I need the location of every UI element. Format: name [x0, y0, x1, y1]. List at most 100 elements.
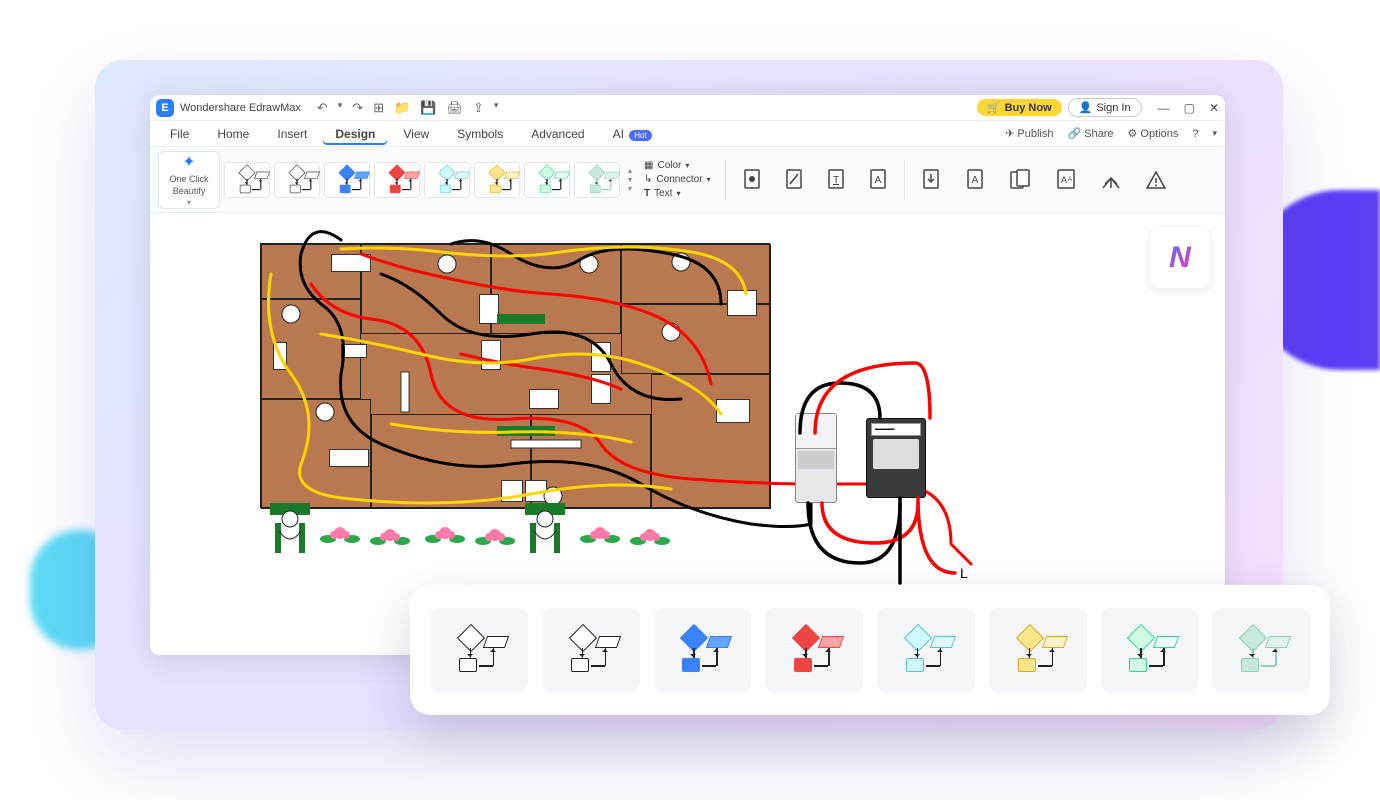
- help-button[interactable]: ?: [1192, 127, 1198, 140]
- ribbon-theme-cyan[interactable]: [424, 162, 470, 198]
- color-dropdown[interactable]: ▦ Color ▾: [644, 160, 711, 171]
- ribbon-design: ✦ One Click Beautify ▾ ▴▾▾ ▦ Color ▾ ↳ C…: [150, 147, 1225, 213]
- strip-theme-red[interactable]: [765, 608, 863, 692]
- strip-theme-mint[interactable]: [1212, 608, 1310, 692]
- flower-icon: [425, 521, 465, 547]
- ai-hot-badge: Hot: [629, 130, 651, 141]
- sparkle-icon: ✦: [182, 152, 195, 172]
- menu-insert[interactable]: Insert: [265, 123, 319, 145]
- ribbon-theme-light[interactable]: [274, 162, 320, 198]
- ribbon-theme-gallery: [224, 162, 620, 198]
- sign-in-button[interactable]: 👤 Sign In: [1068, 98, 1142, 117]
- window-controls: — ▢ ✕: [1158, 101, 1219, 115]
- ribbon-theme-red[interactable]: [374, 162, 420, 198]
- cart-icon: 🛒: [987, 101, 1001, 114]
- share-button[interactable]: 🔗Share: [1067, 127, 1113, 140]
- strip-theme-yellow[interactable]: [989, 608, 1087, 692]
- theme-gallery-spinner[interactable]: ▴▾▾: [624, 166, 636, 193]
- menu-home[interactable]: Home: [205, 123, 261, 145]
- menubar: File Home Insert Design View Symbols Adv…: [150, 121, 1225, 147]
- chevron-down-icon: ▾: [187, 198, 191, 207]
- svg-text:A: A: [1068, 177, 1072, 183]
- svg-text:A: A: [874, 175, 881, 186]
- connector-dropdown[interactable]: ↳ Connector▾: [644, 174, 711, 185]
- buy-label: Buy Now: [1005, 102, 1052, 114]
- menu-advanced[interactable]: Advanced: [519, 123, 596, 145]
- menu-file[interactable]: File: [158, 123, 201, 145]
- ribbon-export-tools: A AA: [915, 168, 1173, 192]
- font-small-icon[interactable]: AA: [1055, 168, 1077, 192]
- minimize-button[interactable]: —: [1158, 101, 1170, 115]
- undo-icon[interactable]: ↶: [317, 100, 328, 116]
- ribbon-theme-default[interactable]: [224, 162, 270, 198]
- watermark-badge: N: [1149, 227, 1211, 289]
- open-icon[interactable]: 📁: [394, 100, 410, 116]
- meter-wires: L: [750, 343, 980, 603]
- page-color-icon[interactable]: [742, 168, 762, 192]
- svg-text:A: A: [1061, 175, 1067, 185]
- quick-access-toolbar: ↶ ▾ ↷ ⊞ 📁 💾 🖨 ⇪ ▾: [317, 100, 499, 116]
- app-window: E Wondershare EdrawMax ↶ ▾ ↷ ⊞ 📁 💾 🖨 ⇪ ▾…: [150, 95, 1225, 655]
- svg-text:A: A: [971, 175, 978, 186]
- theme-strip-panel: [410, 585, 1330, 715]
- gear-icon: ⚙: [1128, 127, 1138, 140]
- ribbon-theme-yellow[interactable]: [474, 162, 520, 198]
- close-button[interactable]: ✕: [1209, 101, 1219, 115]
- share-icon: 🔗: [1067, 127, 1081, 140]
- lamp-stand: [265, 503, 315, 553]
- signin-label: Sign In: [1096, 102, 1130, 114]
- ribbon-theme-mint[interactable]: [574, 162, 620, 198]
- menu-design[interactable]: Design: [323, 123, 387, 145]
- new-icon[interactable]: ⊞: [373, 100, 384, 116]
- menu-view[interactable]: View: [391, 123, 441, 145]
- ribbon-format-options: ▦ Color ▾ ↳ Connector▾ T Text ▾: [640, 160, 715, 199]
- app-title: Wondershare EdrawMax: [180, 102, 301, 114]
- user-icon: 👤: [1079, 101, 1093, 114]
- ribbon-theme-blue[interactable]: [324, 162, 370, 198]
- publish-button[interactable]: ✈Publish: [1005, 127, 1053, 140]
- page-font-icon[interactable]: A: [868, 168, 888, 192]
- tree-up-icon[interactable]: [1099, 168, 1123, 192]
- menu-ai[interactable]: AI Hot: [601, 123, 664, 145]
- text-dropdown[interactable]: T Text ▾: [644, 188, 711, 199]
- lamp-stand: [520, 503, 570, 553]
- export-icon[interactable]: ⇪: [473, 100, 484, 116]
- strip-theme-green[interactable]: [1101, 608, 1199, 692]
- ribbon-theme-green[interactable]: [524, 162, 570, 198]
- page-watermark-icon[interactable]: [784, 168, 804, 192]
- svg-text:T: T: [833, 175, 839, 186]
- flower-icon: [475, 523, 515, 549]
- redo-icon[interactable]: ↷: [352, 100, 363, 116]
- export-page-icon[interactable]: [921, 168, 943, 192]
- strip-theme-blue[interactable]: [654, 608, 752, 692]
- buy-now-button[interactable]: 🛒 Buy Now: [977, 99, 1062, 116]
- flower-icon: [630, 523, 670, 549]
- menu-symbols[interactable]: Symbols: [445, 123, 515, 145]
- font-page-icon[interactable]: A: [965, 168, 987, 192]
- flower-icon: [370, 523, 410, 549]
- warning-icon[interactable]: [1145, 168, 1167, 192]
- save-icon[interactable]: 💾: [420, 100, 436, 116]
- strip-theme-cyan[interactable]: [877, 608, 975, 692]
- more-dropdown[interactable]: ▾: [1212, 127, 1217, 140]
- export-dropdown-icon[interactable]: ▾: [494, 100, 499, 116]
- ribbon-separator: [904, 160, 905, 200]
- maximize-button[interactable]: ▢: [1184, 101, 1195, 115]
- strip-theme-light[interactable]: [542, 608, 640, 692]
- l-terminal-label: L: [960, 565, 968, 581]
- page-text-icon[interactable]: T: [826, 168, 846, 192]
- print-icon[interactable]: 🖨: [446, 100, 463, 116]
- publish-icon: ✈: [1005, 127, 1014, 140]
- options-button[interactable]: ⚙Options: [1128, 127, 1179, 140]
- duplicate-page-icon[interactable]: [1009, 168, 1033, 192]
- app-logo-icon: E: [156, 99, 174, 117]
- ribbon-page-tools: T A: [736, 168, 894, 192]
- undo-dropdown-icon[interactable]: ▾: [338, 100, 343, 116]
- ribbon-separator: [725, 160, 726, 200]
- floorplan-diagram[interactable]: [260, 243, 770, 508]
- one-click-beautify-button[interactable]: ✦ One Click Beautify ▾: [158, 151, 220, 209]
- strip-theme-default[interactable]: [430, 608, 528, 692]
- flower-icon: [580, 521, 620, 547]
- titlebar: E Wondershare EdrawMax ↶ ▾ ↷ ⊞ 📁 💾 🖨 ⇪ ▾…: [150, 95, 1225, 121]
- flower-icon: [320, 521, 360, 547]
